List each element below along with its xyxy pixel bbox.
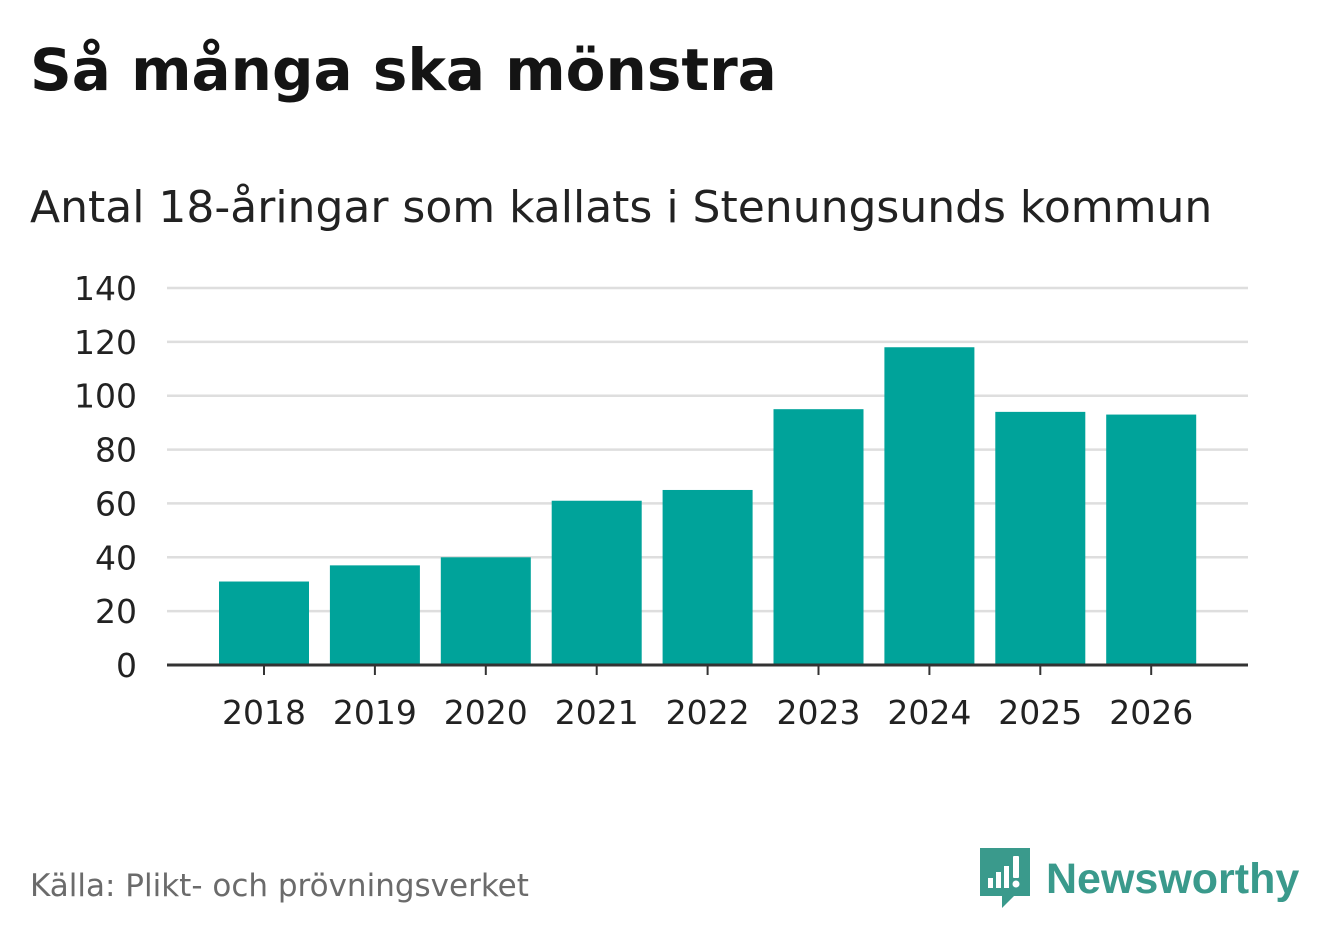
y-tick-label: 0 bbox=[116, 646, 137, 685]
bar-2020 bbox=[440, 557, 531, 665]
newsworthy-logo: Newsworthy bbox=[980, 848, 1299, 910]
y-tick-label: 20 bbox=[95, 592, 137, 631]
bar-chart: 0 20 40 60 80 100 120 140 2018 2019 2020 2021 2022 20… bbox=[74, 269, 1248, 732]
x-tick-label: 2022 bbox=[666, 693, 750, 732]
chart-title: Så många ska mönstra bbox=[30, 36, 777, 104]
bar-2023 bbox=[773, 409, 864, 665]
bar-2019 bbox=[329, 565, 420, 665]
x-tick-label: 2023 bbox=[777, 693, 861, 732]
bar-2026 bbox=[1106, 414, 1197, 665]
y-tick-label: 80 bbox=[95, 431, 137, 470]
bar-2018 bbox=[219, 581, 309, 665]
x-tick-label: 2020 bbox=[444, 693, 528, 732]
x-tick-label: 2025 bbox=[998, 693, 1082, 732]
x-tick-label: 2021 bbox=[555, 693, 639, 732]
y-tick-label: 140 bbox=[74, 269, 137, 308]
x-tick-label: 2024 bbox=[887, 693, 971, 732]
x-tick-label: 2026 bbox=[1109, 693, 1193, 732]
y-tick-label: 40 bbox=[95, 538, 137, 577]
source-note: Källa: Plikt- och prövningsverket bbox=[30, 868, 529, 904]
bar-2024 bbox=[884, 347, 975, 665]
bar-2021 bbox=[551, 500, 642, 665]
y-tick-label: 120 bbox=[74, 323, 137, 362]
x-tick-label: 2019 bbox=[333, 693, 417, 732]
bar-2025 bbox=[995, 411, 1086, 665]
chart-subtitle: Antal 18-åringar som kallats i Stenungsu… bbox=[30, 182, 1213, 233]
y-tick-label: 60 bbox=[95, 484, 137, 523]
bars bbox=[219, 347, 1197, 665]
bar-2022 bbox=[662, 489, 753, 665]
axes: 0 20 40 60 80 100 120 140 2018 2019 2020 2021 2022 20… bbox=[74, 269, 1248, 732]
newsworthy-bar-chart-icon bbox=[980, 848, 1030, 908]
brand-name: Newsworthy bbox=[1046, 854, 1300, 903]
y-tick-label: 100 bbox=[74, 377, 137, 416]
x-tick-label: 2018 bbox=[222, 693, 306, 732]
